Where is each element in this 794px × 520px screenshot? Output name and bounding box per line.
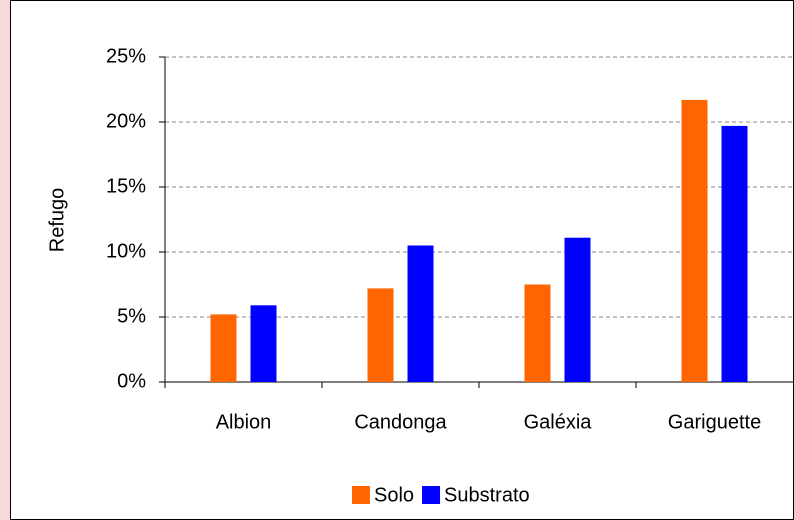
x-tick-label: Gariguette (668, 411, 761, 433)
bar (524, 284, 551, 382)
chart-frame (10, 0, 794, 520)
y-tick-label: 0% (117, 370, 146, 392)
bar (407, 245, 434, 382)
y-tick-label: 25% (106, 45, 146, 67)
y-axis-label: Refugo (46, 188, 68, 253)
x-tick-label: Galéxia (524, 411, 593, 433)
x-tick-label: Candonga (354, 411, 447, 433)
legend-label: Solo (374, 484, 414, 506)
legend-swatch (422, 486, 441, 504)
side-strip (0, 0, 10, 520)
y-tick-label: 15% (106, 175, 146, 197)
y-tick-label: 20% (106, 110, 146, 132)
legend-swatch (352, 486, 370, 504)
y-tick-label: 10% (106, 240, 146, 262)
bar (210, 314, 237, 382)
legend-label: Substrato (444, 484, 530, 506)
bar (367, 288, 394, 382)
bar (564, 237, 591, 382)
x-tick-label: Albion (216, 411, 272, 433)
y-tick-label: 5% (117, 305, 146, 327)
bar (250, 305, 277, 382)
bar (721, 125, 748, 383)
bar (681, 99, 708, 383)
